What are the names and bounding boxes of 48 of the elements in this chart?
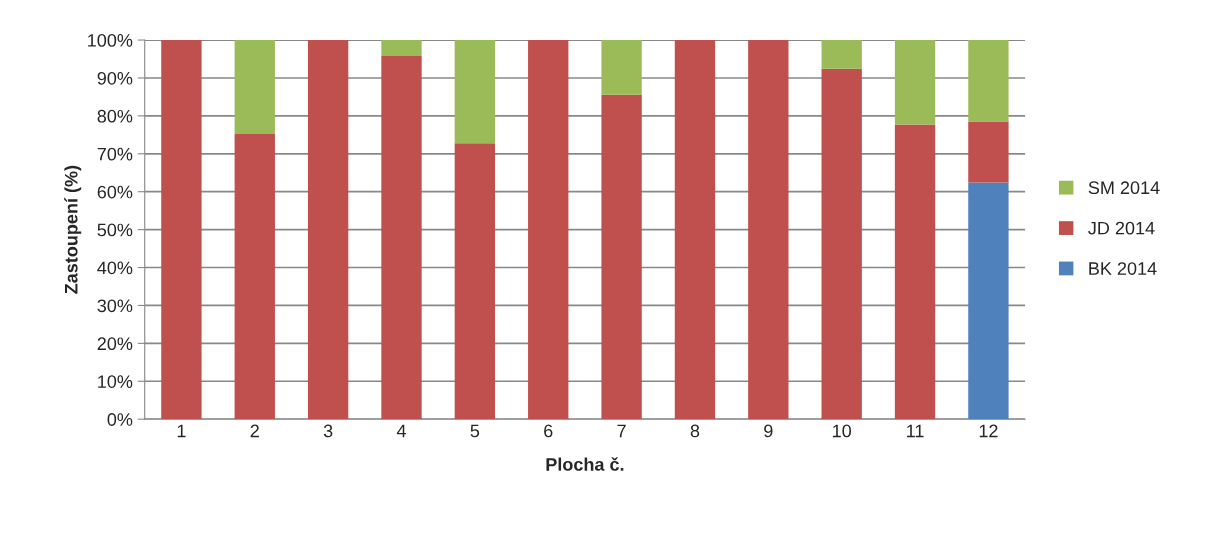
x-tick-label: 10 <box>833 424 852 438</box>
x-tick-label: 8 <box>690 424 700 438</box>
y-tick-label: 80% <box>97 109 133 123</box>
x-axis-title: Plocha č. <box>546 457 624 471</box>
bar <box>968 121 1009 183</box>
x-tick-label: 2 <box>250 424 259 438</box>
bar <box>601 40 642 95</box>
x-tick-label: 9 <box>764 424 773 438</box>
x-tick-label: 11 <box>907 424 924 438</box>
bar <box>454 40 496 144</box>
bar <box>528 40 569 420</box>
bar <box>968 40 1009 122</box>
x-tick-label: 12 <box>979 424 998 438</box>
y-tick-label: 90% <box>97 71 133 85</box>
bar <box>894 40 936 125</box>
bar <box>161 40 202 420</box>
y-tick-label: 0% <box>107 413 133 426</box>
legend-label: BK 2014 <box>1089 262 1157 275</box>
y-tick-label: 70% <box>97 147 133 161</box>
y-tick-label: 10% <box>98 375 133 388</box>
bar <box>821 40 862 69</box>
bar <box>748 40 789 420</box>
bar <box>601 94 642 420</box>
x-tick-label: 6 <box>544 424 553 438</box>
y-tick-label: 40% <box>97 261 133 275</box>
y-tick-label: 60% <box>97 185 133 199</box>
y-tick-label: 50% <box>97 223 133 237</box>
bar <box>307 40 349 420</box>
bar <box>234 134 275 420</box>
x-tick-label: 3 <box>323 424 333 438</box>
x-tick-label: 4 <box>396 424 406 438</box>
bar <box>968 182 1009 420</box>
x-tick-label: 5 <box>470 424 480 438</box>
x-tick-label: 1 <box>177 424 186 438</box>
y-axis-title: Zastoupení (%) <box>64 165 82 294</box>
y-tick-label: 100% <box>88 33 133 47</box>
legend-label: JD 2014 <box>1088 221 1155 235</box>
bar <box>381 40 422 56</box>
legend-label: SM 2014 <box>1088 181 1160 195</box>
bar <box>894 124 936 420</box>
bar <box>821 68 862 420</box>
bar <box>381 55 422 420</box>
bar <box>454 143 496 420</box>
y-tick-label: 30% <box>97 299 133 313</box>
x-tick-label: 7 <box>617 424 626 438</box>
bar <box>234 40 275 135</box>
y-tick-label: 20% <box>97 337 133 351</box>
bar <box>674 40 716 420</box>
